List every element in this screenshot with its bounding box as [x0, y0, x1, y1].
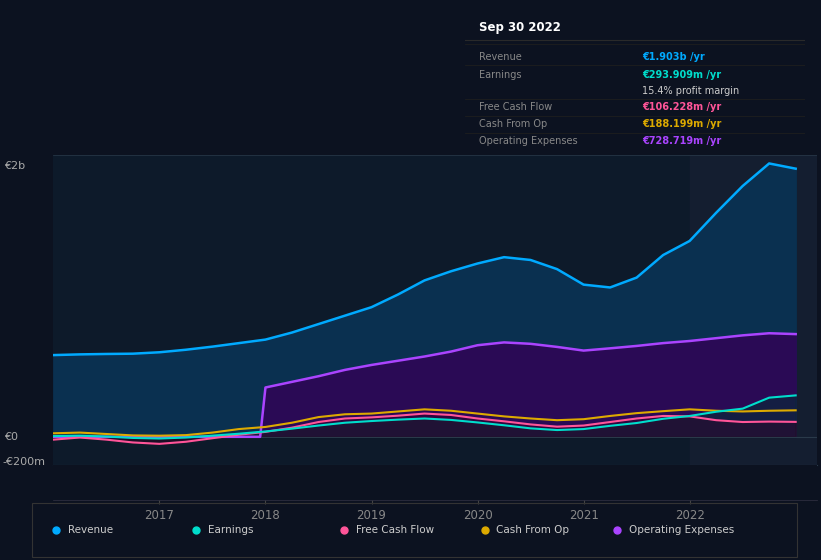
Text: Revenue: Revenue [67, 525, 112, 535]
Text: €293.909m /yr: €293.909m /yr [642, 70, 721, 80]
Text: Sep 30 2022: Sep 30 2022 [479, 21, 561, 34]
Text: €728.719m /yr: €728.719m /yr [642, 136, 721, 146]
Text: €1.903b /yr: €1.903b /yr [642, 52, 704, 62]
Text: 15.4% profit margin: 15.4% profit margin [642, 86, 739, 96]
Text: Free Cash Flow: Free Cash Flow [479, 102, 552, 113]
Text: €2b: €2b [4, 161, 25, 171]
Text: Cash From Op: Cash From Op [497, 525, 570, 535]
Bar [690, 155, 817, 465]
Text: Revenue: Revenue [479, 52, 521, 62]
Text: Earnings: Earnings [208, 525, 254, 535]
Text: €188.199m /yr: €188.199m /yr [642, 119, 721, 129]
Text: Operating Expenses: Operating Expenses [629, 525, 734, 535]
Text: Free Cash Flow: Free Cash Flow [356, 525, 434, 535]
Text: Earnings: Earnings [479, 70, 521, 80]
Text: Operating Expenses: Operating Expenses [479, 136, 577, 146]
Text: €106.228m /yr: €106.228m /yr [642, 102, 721, 113]
Text: €0: €0 [4, 432, 18, 442]
Text: -€200m: -€200m [2, 457, 45, 467]
Text: Cash From Op: Cash From Op [479, 119, 547, 129]
